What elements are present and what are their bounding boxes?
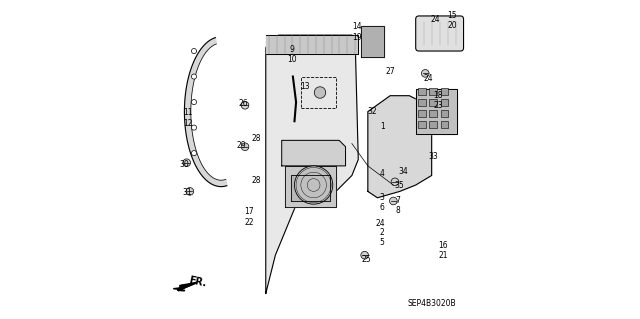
- Bar: [429, 121, 437, 128]
- Text: 33: 33: [428, 152, 438, 161]
- Bar: [440, 121, 448, 128]
- Polygon shape: [266, 35, 358, 293]
- Text: 31: 31: [182, 189, 192, 197]
- Text: 17
22: 17 22: [244, 207, 254, 226]
- Text: 4: 4: [380, 169, 385, 178]
- Polygon shape: [285, 166, 336, 207]
- Circle shape: [241, 143, 249, 151]
- Circle shape: [183, 159, 191, 167]
- Text: 9
10: 9 10: [287, 45, 297, 64]
- Bar: [429, 110, 437, 117]
- Text: 13: 13: [300, 82, 310, 91]
- Text: 28: 28: [252, 176, 261, 185]
- Bar: [419, 110, 426, 117]
- Polygon shape: [266, 35, 358, 54]
- Text: 32: 32: [367, 107, 377, 115]
- Bar: [440, 99, 448, 106]
- Polygon shape: [291, 175, 330, 201]
- Polygon shape: [282, 140, 346, 166]
- Bar: [429, 99, 437, 106]
- Text: FR.: FR.: [188, 276, 207, 289]
- Text: 28: 28: [252, 134, 261, 143]
- Text: 24: 24: [430, 15, 440, 24]
- Circle shape: [361, 251, 369, 259]
- Text: 1: 1: [380, 122, 385, 130]
- Text: 29: 29: [236, 141, 246, 150]
- Bar: [419, 88, 426, 95]
- Circle shape: [241, 101, 249, 109]
- Text: 14
19: 14 19: [352, 22, 362, 41]
- Text: 24: 24: [375, 219, 385, 228]
- Circle shape: [191, 48, 196, 54]
- Circle shape: [390, 197, 397, 205]
- Bar: [440, 88, 448, 95]
- Text: 3
6: 3 6: [380, 193, 385, 212]
- Circle shape: [186, 188, 194, 195]
- Text: 34: 34: [398, 167, 408, 176]
- Circle shape: [191, 74, 196, 79]
- Circle shape: [391, 178, 399, 186]
- Polygon shape: [368, 96, 431, 198]
- Text: 2
5: 2 5: [380, 228, 385, 247]
- Circle shape: [191, 125, 196, 130]
- Text: 15
20: 15 20: [447, 11, 457, 30]
- Bar: [419, 99, 426, 106]
- Text: 30: 30: [179, 160, 189, 169]
- Text: 7
8: 7 8: [396, 196, 401, 215]
- Circle shape: [191, 100, 196, 105]
- Text: 27: 27: [385, 67, 395, 76]
- Bar: [301, 77, 336, 108]
- Polygon shape: [173, 282, 197, 291]
- Circle shape: [422, 70, 429, 77]
- FancyBboxPatch shape: [416, 16, 463, 51]
- Polygon shape: [416, 89, 457, 134]
- Text: 25: 25: [361, 255, 371, 263]
- Text: 26: 26: [239, 99, 248, 108]
- Text: 35: 35: [395, 181, 404, 190]
- Polygon shape: [362, 26, 384, 57]
- Text: 11
12: 11 12: [184, 108, 193, 128]
- Text: SEP4B3020B: SEP4B3020B: [407, 299, 456, 308]
- Text: 18
23: 18 23: [433, 91, 443, 110]
- Circle shape: [314, 87, 326, 98]
- Circle shape: [191, 151, 196, 156]
- Polygon shape: [184, 38, 227, 187]
- Bar: [419, 121, 426, 128]
- Bar: [429, 88, 437, 95]
- Text: 24: 24: [423, 74, 433, 83]
- Circle shape: [294, 166, 333, 204]
- Text: 16
21: 16 21: [438, 241, 447, 260]
- Bar: [440, 110, 448, 117]
